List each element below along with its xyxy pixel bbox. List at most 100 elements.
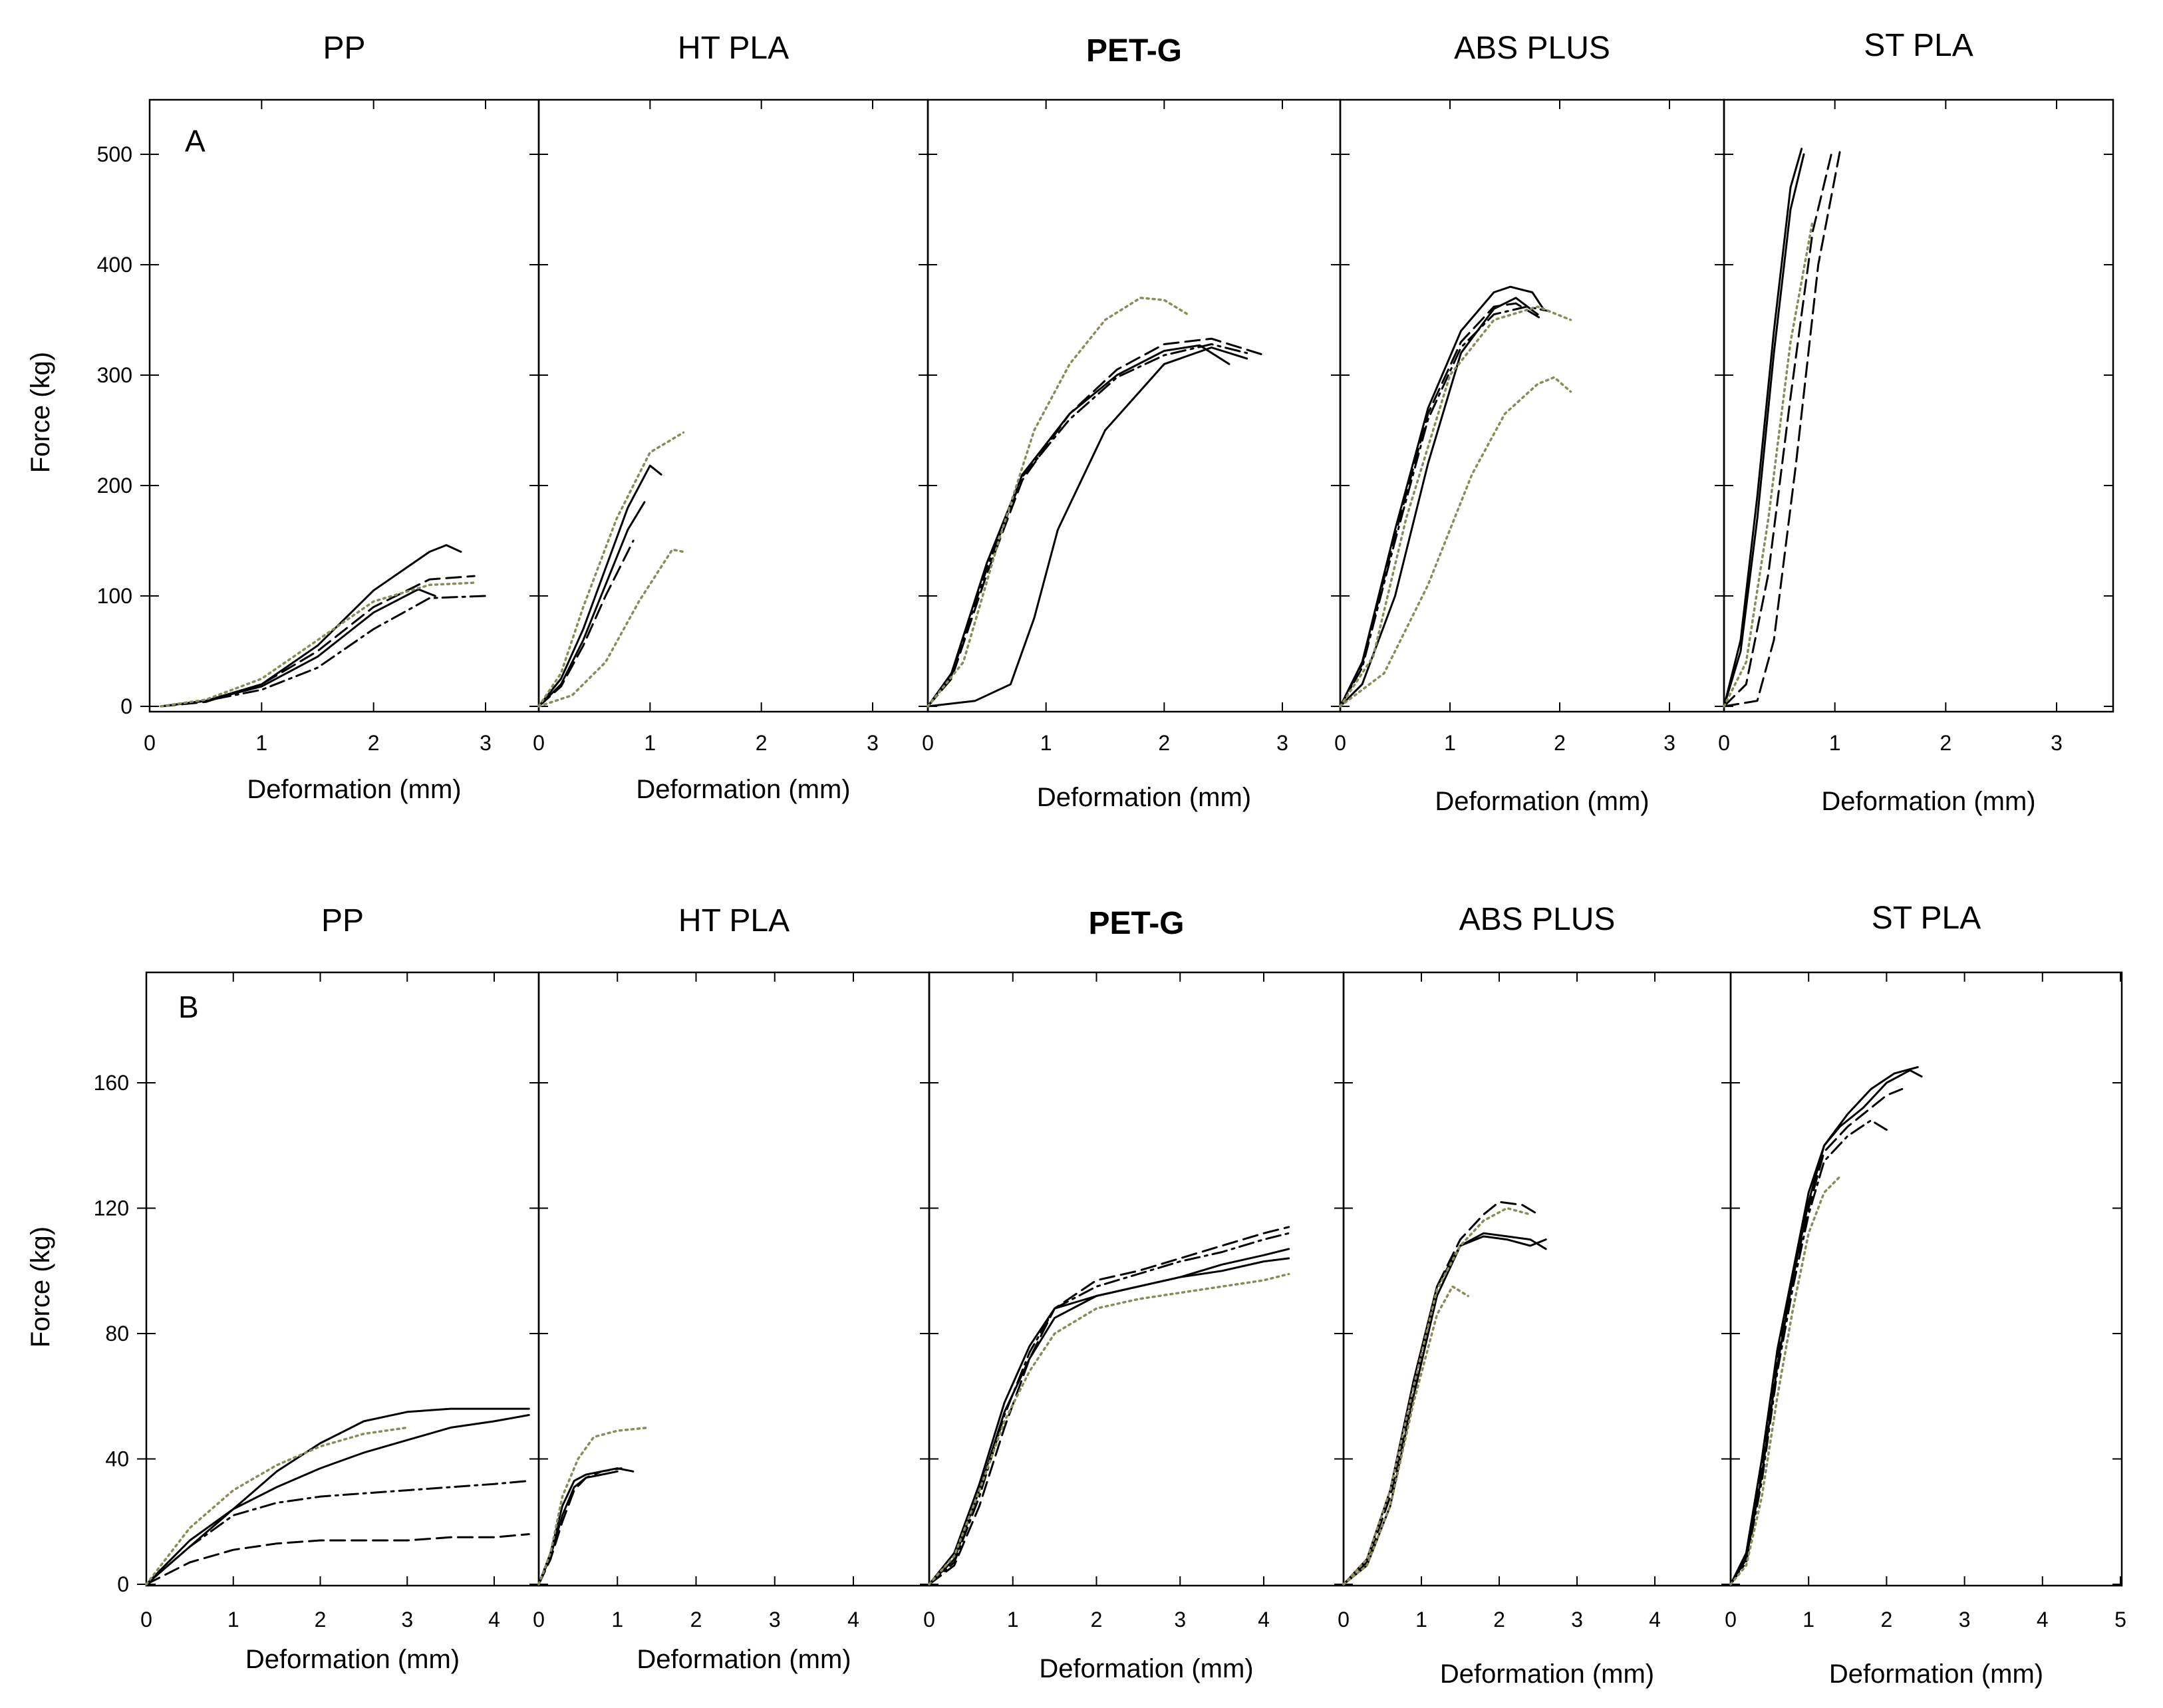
- series-line-dash-1: [537, 1467, 623, 1586]
- x-tick-label: 3: [1663, 731, 1675, 755]
- panel-frame: [1723, 98, 2114, 713]
- x-tick-label: 3: [1959, 1608, 1971, 1632]
- series-line-solid-2: [145, 1414, 530, 1586]
- x-axis-label: Deformation (mm): [1829, 1659, 2043, 1689]
- panel-a-4: ABS PLUS 0 1 2 3 Deformation (mm): [1334, 31, 1725, 816]
- series-line-dashdot-1: [1339, 305, 1550, 708]
- series-line-dotted-1: [928, 1272, 1290, 1586]
- x-tick-label: 1: [227, 1608, 239, 1632]
- x-tick-label: 4: [1649, 1608, 1661, 1632]
- series-line-solid-2: [928, 1257, 1290, 1586]
- x-tick-label: 2: [756, 731, 768, 755]
- y-axis-label: Force (kg): [26, 1226, 55, 1348]
- x-tick-label: 1: [255, 731, 267, 755]
- series-line-dash-1: [160, 575, 476, 708]
- x-axis-label: Deformation (mm): [637, 1645, 851, 1674]
- series-line-dotted-1: [1723, 219, 1814, 708]
- x-axis-label: Deformation (mm): [636, 775, 850, 804]
- series-line-dash-1: [1342, 1201, 1539, 1586]
- panel-title: PP: [321, 903, 364, 938]
- series-line-dash-2: [1723, 148, 1834, 708]
- x-axis-label: Deformation (mm): [1039, 1654, 1253, 1683]
- panel-a-3: PET-G 0 1 2 3 Deformation (mm): [922, 33, 1342, 812]
- panel-a-1: PP 0 1 2 3 0 100 200 300 400 500 Deformation (mm): [97, 31, 540, 804]
- panel-a-5: ST PLA 0 1 2 3 Deformation (mm): [1718, 28, 2114, 816]
- x-tick-label: 4: [488, 1608, 500, 1632]
- x-tick-label: 1: [1040, 731, 1052, 755]
- x-tick-label: 1: [1007, 1608, 1019, 1632]
- series-line-dotted-1: [537, 1426, 650, 1586]
- x-tick-label: 5: [2114, 1608, 2126, 1632]
- series-line-dashdot-1: [1729, 1119, 1888, 1586]
- x-tick-label: 2: [368, 731, 380, 755]
- x-tick-label: 1: [1415, 1608, 1427, 1632]
- panel-letter: A: [185, 124, 206, 158]
- x-tick-label: 0: [533, 731, 545, 755]
- x-tick-label: 0: [1334, 731, 1346, 755]
- x-tick-label: 1: [644, 731, 656, 755]
- panel-b-5: ST PLA 0 1 2 3 4 5 Deformation (mm): [1725, 901, 2126, 1689]
- panel-title: ST PLA: [1872, 901, 1981, 936]
- x-tick-label: 2: [1091, 1608, 1103, 1632]
- x-tick-label: 3: [1174, 1608, 1186, 1632]
- panel-title: HT PLA: [678, 31, 789, 66]
- x-axis-label: Deformation (mm): [1435, 787, 1649, 816]
- series-line-dotted-1: [537, 431, 685, 708]
- y-tick-label: 160: [94, 1071, 129, 1095]
- x-tick-label: 2: [1940, 731, 1951, 755]
- x-axis-label: Deformation (mm): [247, 775, 461, 804]
- series-line-solid-1: [537, 464, 662, 708]
- series-line-dotted-1: [927, 297, 1189, 708]
- x-tick-label: 2: [1881, 1608, 1893, 1632]
- series-line-solid-2: [537, 501, 646, 708]
- y-tick-label: 0: [117, 1572, 129, 1596]
- y-tick-label: 80: [105, 1322, 129, 1346]
- y-tick-label: 40: [105, 1447, 129, 1471]
- series-line-dashdot-1: [928, 1232, 1290, 1586]
- series-line-dotted-1: [160, 581, 476, 708]
- x-tick-label: 0: [1338, 1608, 1350, 1632]
- x-tick-label: 0: [144, 731, 156, 755]
- x-tick-label: 0: [922, 731, 934, 755]
- series-line-dotted-1: [145, 1426, 409, 1586]
- x-tick-label: 2: [1554, 731, 1566, 755]
- x-tick-label: 4: [2037, 1608, 2049, 1632]
- series-line-dashdot-1: [927, 343, 1248, 708]
- series-line-dotted-1: [1339, 376, 1572, 708]
- y-tick-label: 100: [97, 584, 132, 608]
- y-tick-label: 120: [94, 1197, 129, 1220]
- panel-title: HT PLA: [678, 903, 790, 938]
- series-line-solid-1: [1342, 1235, 1547, 1586]
- x-tick-label: 2: [315, 1608, 327, 1632]
- panel-letter: B: [178, 990, 199, 1024]
- x-tick-label: 3: [1571, 1608, 1583, 1632]
- series-line-dashdot-1: [145, 1480, 530, 1586]
- x-tick-label: 0: [1725, 1608, 1737, 1632]
- series-line-dash-1: [927, 337, 1266, 708]
- panel-frame: [1729, 971, 2123, 1587]
- series-line-solid-2: [927, 347, 1248, 708]
- x-tick-label: 1: [1829, 731, 1841, 755]
- panel-title: ABS PLUS: [1459, 902, 1616, 937]
- y-tick-label: 400: [97, 253, 132, 277]
- x-tick-label: 0: [533, 1608, 545, 1632]
- series-line-dash-1: [537, 539, 635, 708]
- x-tick-label: 2: [1493, 1608, 1505, 1632]
- panel-title: PET-G: [1088, 906, 1184, 941]
- x-tick-label: 3: [1276, 731, 1288, 755]
- x-tick-label: 3: [401, 1608, 413, 1632]
- y-tick-label: 0: [120, 694, 132, 718]
- x-axis-label: Deformation (mm): [1821, 787, 2035, 816]
- x-axis-label: Deformation (mm): [1440, 1659, 1654, 1689]
- series-line-dotted-2: [1339, 305, 1572, 708]
- series-line-dash-1: [1729, 1087, 1904, 1586]
- panel-b-2: HT PLA 0 1 2 3 4 Deformation (mm): [533, 903, 931, 1674]
- series-line-dotted-2: [537, 548, 685, 708]
- series-line-solid-1: [1723, 148, 1803, 708]
